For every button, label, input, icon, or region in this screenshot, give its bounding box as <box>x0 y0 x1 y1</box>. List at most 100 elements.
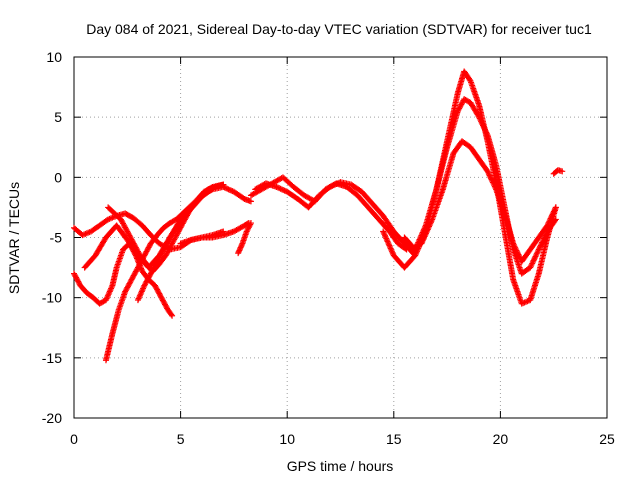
data-point <box>511 243 518 250</box>
data-point <box>533 252 540 259</box>
data-point <box>551 207 558 214</box>
data-point <box>552 205 559 212</box>
data-point <box>491 183 498 190</box>
data-point <box>276 185 283 192</box>
tick-label-layer: 0 5 10 15 20 25 -20 -15 -10 -5 0 5 10 <box>42 49 615 447</box>
data-point <box>510 240 517 247</box>
data-point <box>544 221 551 228</box>
data-point <box>238 243 245 250</box>
data-point <box>168 311 175 318</box>
data-point <box>548 214 555 221</box>
data-point <box>484 168 491 175</box>
y-tick-label: 10 <box>46 49 62 65</box>
data-point <box>330 182 337 189</box>
data-point <box>492 184 499 191</box>
data-point <box>273 183 280 190</box>
data-point <box>537 242 544 249</box>
series-track-6 <box>134 181 227 304</box>
data-point <box>236 247 243 254</box>
y-axis-label: SDTVAR / TECUs <box>6 182 22 294</box>
data-point <box>537 243 544 250</box>
data-point <box>485 171 492 178</box>
data-point <box>333 180 340 187</box>
data-point <box>228 187 235 194</box>
x-tick-label: 20 <box>493 431 509 447</box>
data-point <box>235 250 242 257</box>
data-point <box>247 198 254 205</box>
data-point <box>531 254 538 261</box>
data-point <box>548 212 555 219</box>
data-point <box>487 173 494 180</box>
data-point <box>483 129 490 136</box>
data-point <box>477 116 484 123</box>
data-point <box>220 181 227 188</box>
data-point <box>489 179 496 186</box>
data-point <box>334 180 341 187</box>
data-point <box>247 220 254 227</box>
data-point <box>540 236 547 243</box>
data-point <box>535 246 542 253</box>
data-point <box>478 119 485 126</box>
x-tick-label: 10 <box>279 431 295 447</box>
data-point <box>539 238 546 245</box>
x-axis-label: GPS time / hours <box>287 458 394 474</box>
data-point <box>512 246 519 253</box>
data-point <box>222 185 229 192</box>
data-point <box>546 216 553 223</box>
x-tick-label: 5 <box>177 431 185 447</box>
data-point <box>169 312 176 319</box>
data-point <box>527 264 534 271</box>
data-point <box>528 261 535 268</box>
data-point <box>514 250 521 257</box>
data-point <box>326 183 333 190</box>
data-point <box>476 114 483 121</box>
data-point <box>541 235 548 242</box>
data-point <box>478 118 485 125</box>
data-layer <box>71 68 566 364</box>
y-tick-label: 5 <box>54 109 62 125</box>
data-point <box>483 130 490 137</box>
axes-layer <box>73 56 608 419</box>
data-point <box>237 244 244 251</box>
data-point <box>513 247 520 254</box>
data-point <box>476 115 483 122</box>
x-tick-label: 15 <box>386 431 402 447</box>
data-point <box>538 240 545 247</box>
data-point <box>527 263 534 270</box>
data-point <box>221 184 228 191</box>
data-point <box>552 204 559 211</box>
chart-title: Day 084 of 2021, Sidereal Day-to-day VTE… <box>86 21 592 37</box>
data-point <box>480 123 487 130</box>
data-point <box>466 76 473 83</box>
data-point <box>529 259 536 266</box>
data-point <box>514 248 521 255</box>
data-point <box>516 253 523 260</box>
data-point <box>329 182 336 189</box>
data-point <box>332 181 339 188</box>
x-tick-label: 25 <box>599 431 615 447</box>
data-point <box>485 169 492 176</box>
data-point <box>225 186 232 193</box>
data-point <box>544 222 551 229</box>
data-point <box>482 128 489 135</box>
data-point <box>510 241 517 248</box>
data-point <box>491 182 498 189</box>
data-point <box>235 248 242 255</box>
y-tick-label: -20 <box>42 410 62 426</box>
series-track-8 <box>235 220 254 257</box>
data-point <box>277 185 284 192</box>
data-point <box>512 244 519 251</box>
data-point <box>481 125 488 132</box>
data-point <box>559 168 566 175</box>
data-point <box>238 241 245 248</box>
data-point <box>487 175 494 182</box>
data-point <box>550 209 557 216</box>
data-point <box>480 122 487 129</box>
data-point <box>479 121 486 128</box>
data-point <box>278 186 285 193</box>
data-point <box>328 183 335 190</box>
data-point <box>280 186 287 193</box>
data-point <box>224 185 231 192</box>
data-point <box>539 239 546 246</box>
